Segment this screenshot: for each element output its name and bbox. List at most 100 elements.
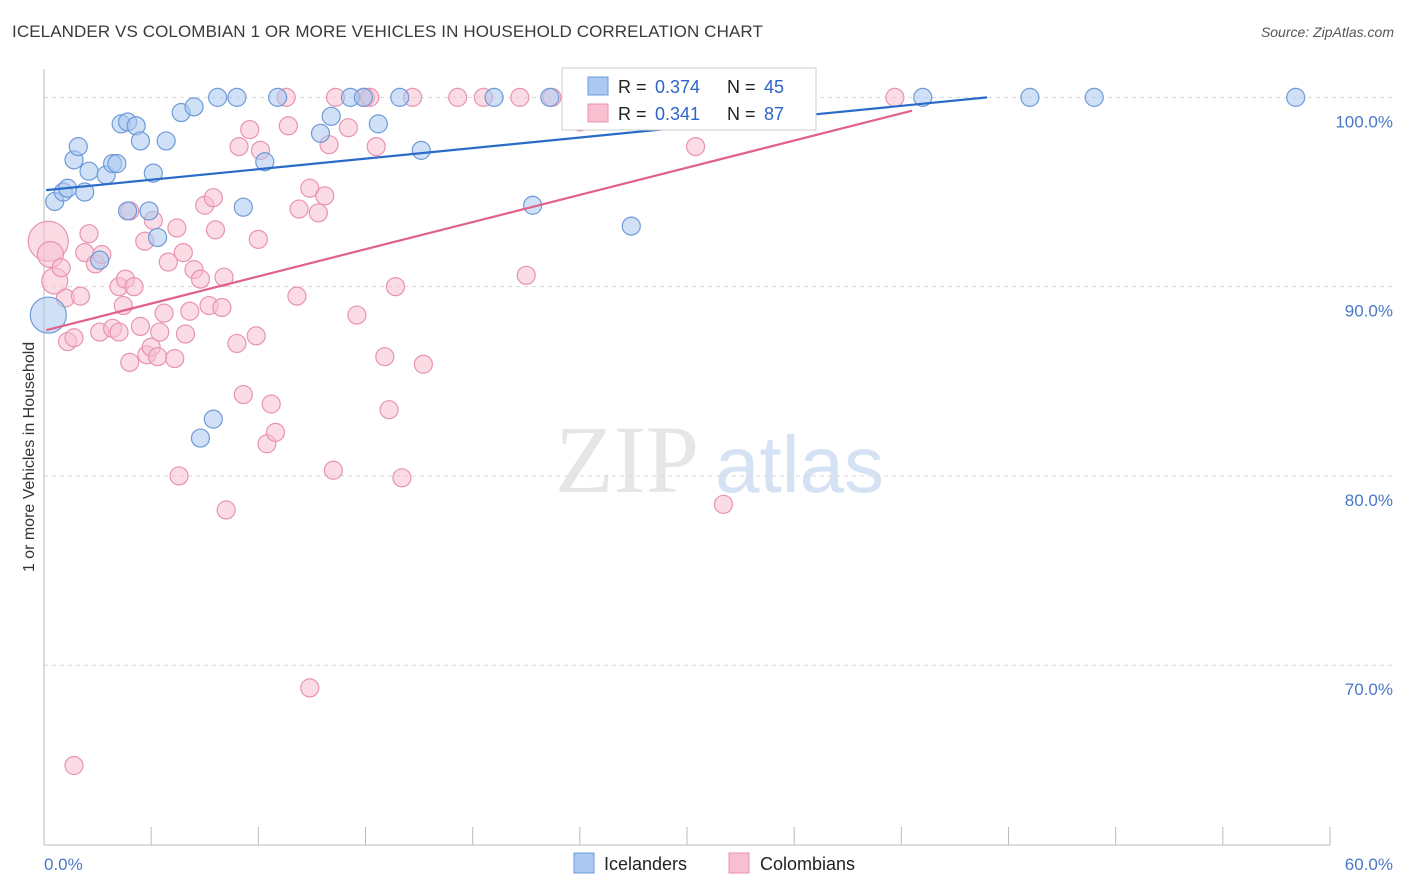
colombian-point [64, 328, 84, 348]
icelander-point [1084, 87, 1104, 107]
y-tick-label: 100.0% [1335, 112, 1393, 131]
icelanders-points [29, 87, 1306, 448]
colombian-point [79, 224, 99, 244]
source-label: Source: ZipAtlas.com [1260, 24, 1394, 40]
icelander-point [1286, 87, 1306, 107]
colombian-point [265, 422, 286, 442]
colombian-point [180, 301, 200, 321]
colombians-points [27, 87, 905, 776]
icelander-point [117, 201, 138, 221]
icelander-point [1020, 87, 1040, 107]
watermark-zip: ZIP [555, 406, 699, 513]
colombian-point [338, 118, 358, 138]
colombian-point [233, 384, 253, 405]
series-legend: Icelanders Colombians [573, 852, 855, 874]
icelander-point [147, 227, 168, 248]
colombian-point [287, 286, 307, 306]
icelander-point [913, 87, 933, 107]
colombian-point [289, 199, 309, 219]
icelander-point [79, 161, 99, 181]
colombian-point [205, 220, 226, 240]
colombian-point [216, 500, 236, 520]
colombian-point [154, 303, 174, 323]
colombian-point [169, 466, 189, 486]
icelander-point [321, 106, 341, 126]
colombian-point [261, 394, 281, 414]
colombians-trend-line [45, 109, 913, 332]
icelanders-n-label: N = [727, 77, 756, 97]
icelanders-n-value: 45 [764, 77, 784, 97]
colombian-point [165, 348, 185, 369]
chart-title: ICELANDER VS COLOMBIAN 1 OR MORE VEHICLE… [12, 22, 763, 41]
icelander-point [411, 140, 431, 160]
colombian-point [308, 203, 328, 223]
x-tick-label-max: 60.0% [1345, 855, 1393, 874]
icelander-point [143, 163, 163, 183]
colombians-r-label: R = [618, 104, 647, 124]
colombian-point [315, 186, 335, 206]
colombians-r-value: 0.341 [655, 104, 700, 124]
trend-lines [45, 96, 988, 332]
icelanders-r-label: R = [618, 77, 647, 97]
colombian-point [147, 347, 168, 367]
colombian-point [885, 87, 905, 107]
colombian-point [130, 316, 151, 337]
colombian-point [375, 347, 395, 367]
colombian-point [246, 326, 266, 346]
colombian-point [190, 269, 211, 289]
colombian-point [229, 137, 249, 157]
icelander-point [107, 154, 127, 174]
icelander-point [310, 123, 331, 143]
icelander-point [621, 216, 641, 236]
icelander-point [540, 87, 560, 107]
colombians-n-label: N = [727, 104, 756, 124]
icelander-point [268, 87, 288, 107]
colombian-point [158, 252, 178, 272]
icelander-point [130, 131, 151, 151]
icelander-point [90, 250, 110, 270]
colombian-point [124, 277, 144, 297]
colombian-point [379, 400, 399, 420]
stats-legend: R = 0.374 N = 45 R = 0.341 N = 87 [561, 67, 817, 131]
colombian-point [175, 324, 196, 344]
icelander-point [484, 87, 504, 107]
icelander-point [368, 114, 388, 134]
colombian-point [713, 494, 734, 514]
watermark-atlas: atlas [715, 420, 884, 509]
colombian-point [516, 265, 536, 285]
icelander-point [29, 296, 67, 334]
y-tick-label: 80.0% [1345, 491, 1393, 510]
icelander-point [233, 197, 253, 217]
colombian-point [109, 322, 129, 342]
colombian-point [150, 322, 170, 342]
icelanders-legend-label: Icelanders [604, 854, 687, 874]
colombian-point [240, 119, 260, 140]
icelander-point [139, 201, 159, 221]
y-tick-label: 70.0% [1345, 680, 1393, 699]
colombian-point [685, 137, 706, 157]
colombian-point [300, 178, 320, 198]
colombian-point [392, 468, 412, 488]
colombian-point [212, 297, 232, 318]
colombians-n-value: 87 [764, 104, 784, 124]
icelander-point [208, 87, 228, 107]
colombian-point [278, 116, 298, 136]
icelander-point [353, 87, 373, 107]
colombian-point [167, 218, 187, 238]
icelander-point [390, 87, 410, 107]
colombian-point [51, 258, 71, 278]
colombian-point [120, 352, 140, 372]
colombian-point [323, 460, 343, 480]
icelander-point [227, 87, 247, 107]
icelander-point [190, 428, 211, 448]
colombian-point [413, 354, 433, 374]
x-ticks [150, 827, 1331, 845]
colombian-point [300, 678, 320, 698]
x-tick-label-min: 0.0% [44, 855, 83, 874]
y-axis-label: 1 or more Vehicles in Household [21, 342, 38, 572]
colombian-point [203, 188, 223, 208]
icelander-point [184, 97, 204, 117]
colombians-legend-swatch [587, 103, 609, 123]
gridlines [44, 96, 1393, 666]
colombian-point [347, 305, 367, 325]
